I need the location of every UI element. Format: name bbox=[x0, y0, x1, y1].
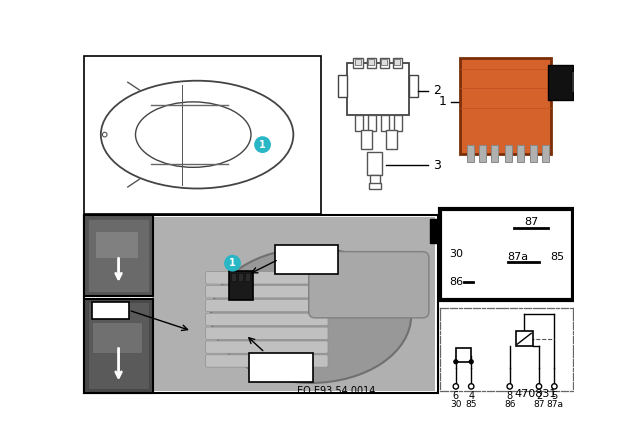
Bar bbox=[355, 59, 361, 65]
Text: X501: X501 bbox=[292, 260, 321, 271]
Bar bbox=[409, 75, 418, 97]
Bar bbox=[367, 152, 382, 176]
Bar bbox=[394, 116, 402, 131]
Bar bbox=[238, 273, 243, 281]
Text: 4: 4 bbox=[468, 392, 474, 401]
Bar bbox=[548, 65, 573, 100]
Circle shape bbox=[102, 132, 107, 137]
Circle shape bbox=[468, 383, 474, 389]
Circle shape bbox=[507, 383, 513, 389]
Text: 3: 3 bbox=[433, 159, 442, 172]
Bar bbox=[492, 145, 498, 162]
Bar bbox=[95, 231, 138, 258]
Bar bbox=[369, 183, 381, 190]
Text: M101: M101 bbox=[94, 305, 126, 315]
Text: 87: 87 bbox=[524, 217, 538, 228]
Bar bbox=[88, 302, 149, 389]
Bar bbox=[84, 299, 153, 392]
Bar bbox=[368, 59, 374, 65]
Text: 470831: 470831 bbox=[515, 389, 557, 399]
Bar bbox=[393, 58, 402, 69]
Circle shape bbox=[536, 383, 541, 389]
Circle shape bbox=[552, 383, 557, 389]
Circle shape bbox=[454, 360, 458, 364]
FancyBboxPatch shape bbox=[308, 252, 429, 318]
FancyBboxPatch shape bbox=[205, 327, 328, 340]
Text: 2: 2 bbox=[536, 392, 542, 401]
Bar bbox=[517, 145, 524, 162]
Bar bbox=[361, 130, 372, 149]
Text: 30: 30 bbox=[449, 249, 463, 259]
Bar bbox=[92, 302, 129, 319]
Bar bbox=[368, 116, 376, 131]
Bar bbox=[542, 145, 549, 162]
Bar bbox=[338, 75, 348, 97]
Ellipse shape bbox=[101, 81, 293, 189]
Text: 87a: 87a bbox=[507, 252, 528, 262]
Text: 85: 85 bbox=[465, 400, 477, 409]
Bar bbox=[456, 348, 471, 362]
Text: EO E93 54 0014: EO E93 54 0014 bbox=[296, 386, 375, 396]
Text: 1: 1 bbox=[438, 95, 447, 108]
Text: 87a: 87a bbox=[546, 400, 563, 409]
Text: 87: 87 bbox=[533, 400, 545, 409]
Text: 85: 85 bbox=[550, 252, 564, 262]
Bar bbox=[84, 215, 153, 296]
Text: 86: 86 bbox=[504, 400, 515, 409]
Bar bbox=[516, 331, 533, 346]
Bar bbox=[386, 130, 397, 149]
Bar bbox=[381, 116, 389, 131]
Bar bbox=[84, 215, 438, 392]
Bar bbox=[371, 176, 380, 185]
Bar bbox=[573, 219, 584, 243]
Bar bbox=[84, 56, 321, 214]
FancyBboxPatch shape bbox=[205, 341, 328, 353]
Bar bbox=[88, 220, 149, 293]
Circle shape bbox=[225, 255, 240, 271]
Bar bbox=[348, 63, 409, 116]
Text: 1: 1 bbox=[259, 140, 266, 150]
Bar bbox=[530, 145, 537, 162]
Bar bbox=[479, 145, 486, 162]
Bar bbox=[355, 116, 363, 131]
Bar bbox=[152, 217, 435, 391]
Ellipse shape bbox=[136, 102, 251, 168]
Text: K18364a: K18364a bbox=[281, 249, 332, 259]
FancyBboxPatch shape bbox=[205, 285, 328, 298]
Bar bbox=[467, 145, 474, 162]
FancyBboxPatch shape bbox=[205, 299, 328, 312]
Ellipse shape bbox=[211, 248, 411, 383]
Bar bbox=[440, 209, 573, 300]
Text: 86: 86 bbox=[449, 277, 463, 288]
Bar bbox=[92, 322, 141, 353]
Text: K18363a: K18363a bbox=[255, 357, 307, 367]
Text: 8: 8 bbox=[507, 392, 513, 401]
Circle shape bbox=[453, 383, 458, 389]
Bar bbox=[367, 58, 376, 69]
Text: 2: 2 bbox=[433, 84, 442, 97]
Bar bbox=[380, 58, 389, 69]
Bar bbox=[394, 59, 401, 65]
Text: 1: 1 bbox=[229, 258, 236, 268]
Bar bbox=[353, 58, 363, 69]
Bar bbox=[231, 273, 236, 281]
FancyBboxPatch shape bbox=[205, 313, 328, 326]
FancyBboxPatch shape bbox=[205, 271, 328, 284]
Bar bbox=[228, 271, 253, 300]
Bar bbox=[572, 71, 577, 92]
Bar bbox=[275, 245, 338, 274]
Text: 5: 5 bbox=[551, 392, 557, 401]
Bar bbox=[381, 59, 387, 65]
FancyBboxPatch shape bbox=[205, 355, 328, 367]
Bar bbox=[429, 219, 440, 243]
Text: 30: 30 bbox=[450, 400, 461, 409]
Circle shape bbox=[255, 137, 270, 152]
Bar bbox=[460, 58, 551, 154]
Bar bbox=[245, 273, 250, 281]
Bar bbox=[505, 145, 512, 162]
Text: X500: X500 bbox=[266, 368, 296, 378]
Circle shape bbox=[469, 360, 473, 364]
Text: 6: 6 bbox=[452, 392, 459, 401]
Bar bbox=[250, 353, 312, 382]
